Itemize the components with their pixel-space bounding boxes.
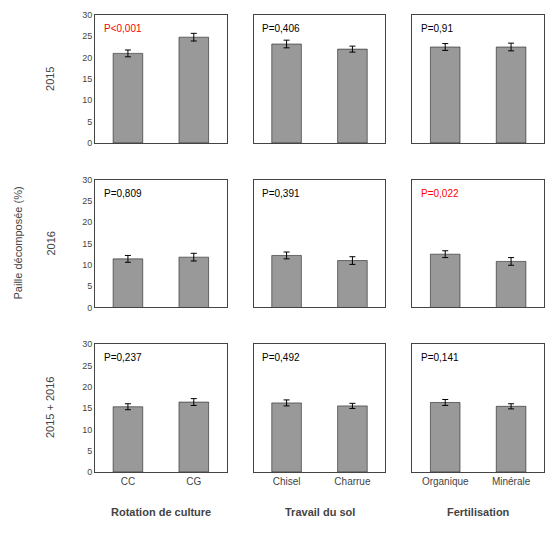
svg-text:P=0,022: P=0,022	[421, 188, 459, 199]
svg-text:Chisel: Chisel	[273, 476, 301, 487]
svg-text:0: 0	[87, 138, 92, 148]
svg-text:Paille décomposée (%): Paille décomposée (%)	[12, 186, 24, 299]
svg-text:10: 10	[82, 95, 92, 105]
svg-text:2015 + 2016: 2015 + 2016	[44, 377, 56, 438]
svg-text:CG: CG	[186, 476, 201, 487]
svg-text:0: 0	[87, 467, 92, 477]
svg-text:Fertilisation: Fertilisation	[447, 506, 510, 518]
svg-text:20: 20	[82, 217, 92, 227]
svg-text:Minérale: Minérale	[492, 476, 531, 487]
svg-text:10: 10	[82, 260, 92, 270]
svg-text:15: 15	[82, 239, 92, 249]
svg-text:5: 5	[87, 281, 92, 291]
svg-text:P=0,406: P=0,406	[262, 23, 300, 34]
svg-text:5: 5	[87, 117, 92, 127]
svg-text:2016: 2016	[45, 231, 57, 255]
svg-text:P=0,91: P=0,91	[421, 23, 453, 34]
svg-text:30: 30	[82, 10, 92, 20]
svg-text:0: 0	[87, 303, 92, 313]
svg-text:Organique: Organique	[422, 476, 469, 487]
svg-text:20: 20	[82, 382, 92, 392]
svg-text:P=0,391: P=0,391	[262, 188, 300, 199]
svg-text:Travail du sol: Travail du sol	[285, 506, 355, 518]
svg-text:P=0,809: P=0,809	[104, 188, 142, 199]
svg-text:2015: 2015	[44, 66, 56, 90]
svg-text:P=0,141: P=0,141	[421, 352, 459, 363]
svg-text:P=0,492: P=0,492	[262, 352, 300, 363]
svg-text:Charrue: Charrue	[334, 476, 371, 487]
svg-text:15: 15	[82, 74, 92, 84]
svg-text:Rotation de culture: Rotation de culture	[111, 506, 211, 518]
svg-text:20: 20	[82, 53, 92, 63]
svg-text:25: 25	[82, 196, 92, 206]
svg-text:CC: CC	[121, 476, 135, 487]
svg-text:25: 25	[82, 361, 92, 371]
svg-text:P<0,001: P<0,001	[104, 23, 142, 34]
svg-text:30: 30	[82, 175, 92, 185]
svg-text:10: 10	[82, 425, 92, 435]
svg-text:25: 25	[82, 31, 92, 41]
svg-text:P=0,237: P=0,237	[104, 352, 142, 363]
svg-text:15: 15	[82, 403, 92, 413]
svg-text:5: 5	[87, 446, 92, 456]
svg-text:30: 30	[82, 339, 92, 349]
